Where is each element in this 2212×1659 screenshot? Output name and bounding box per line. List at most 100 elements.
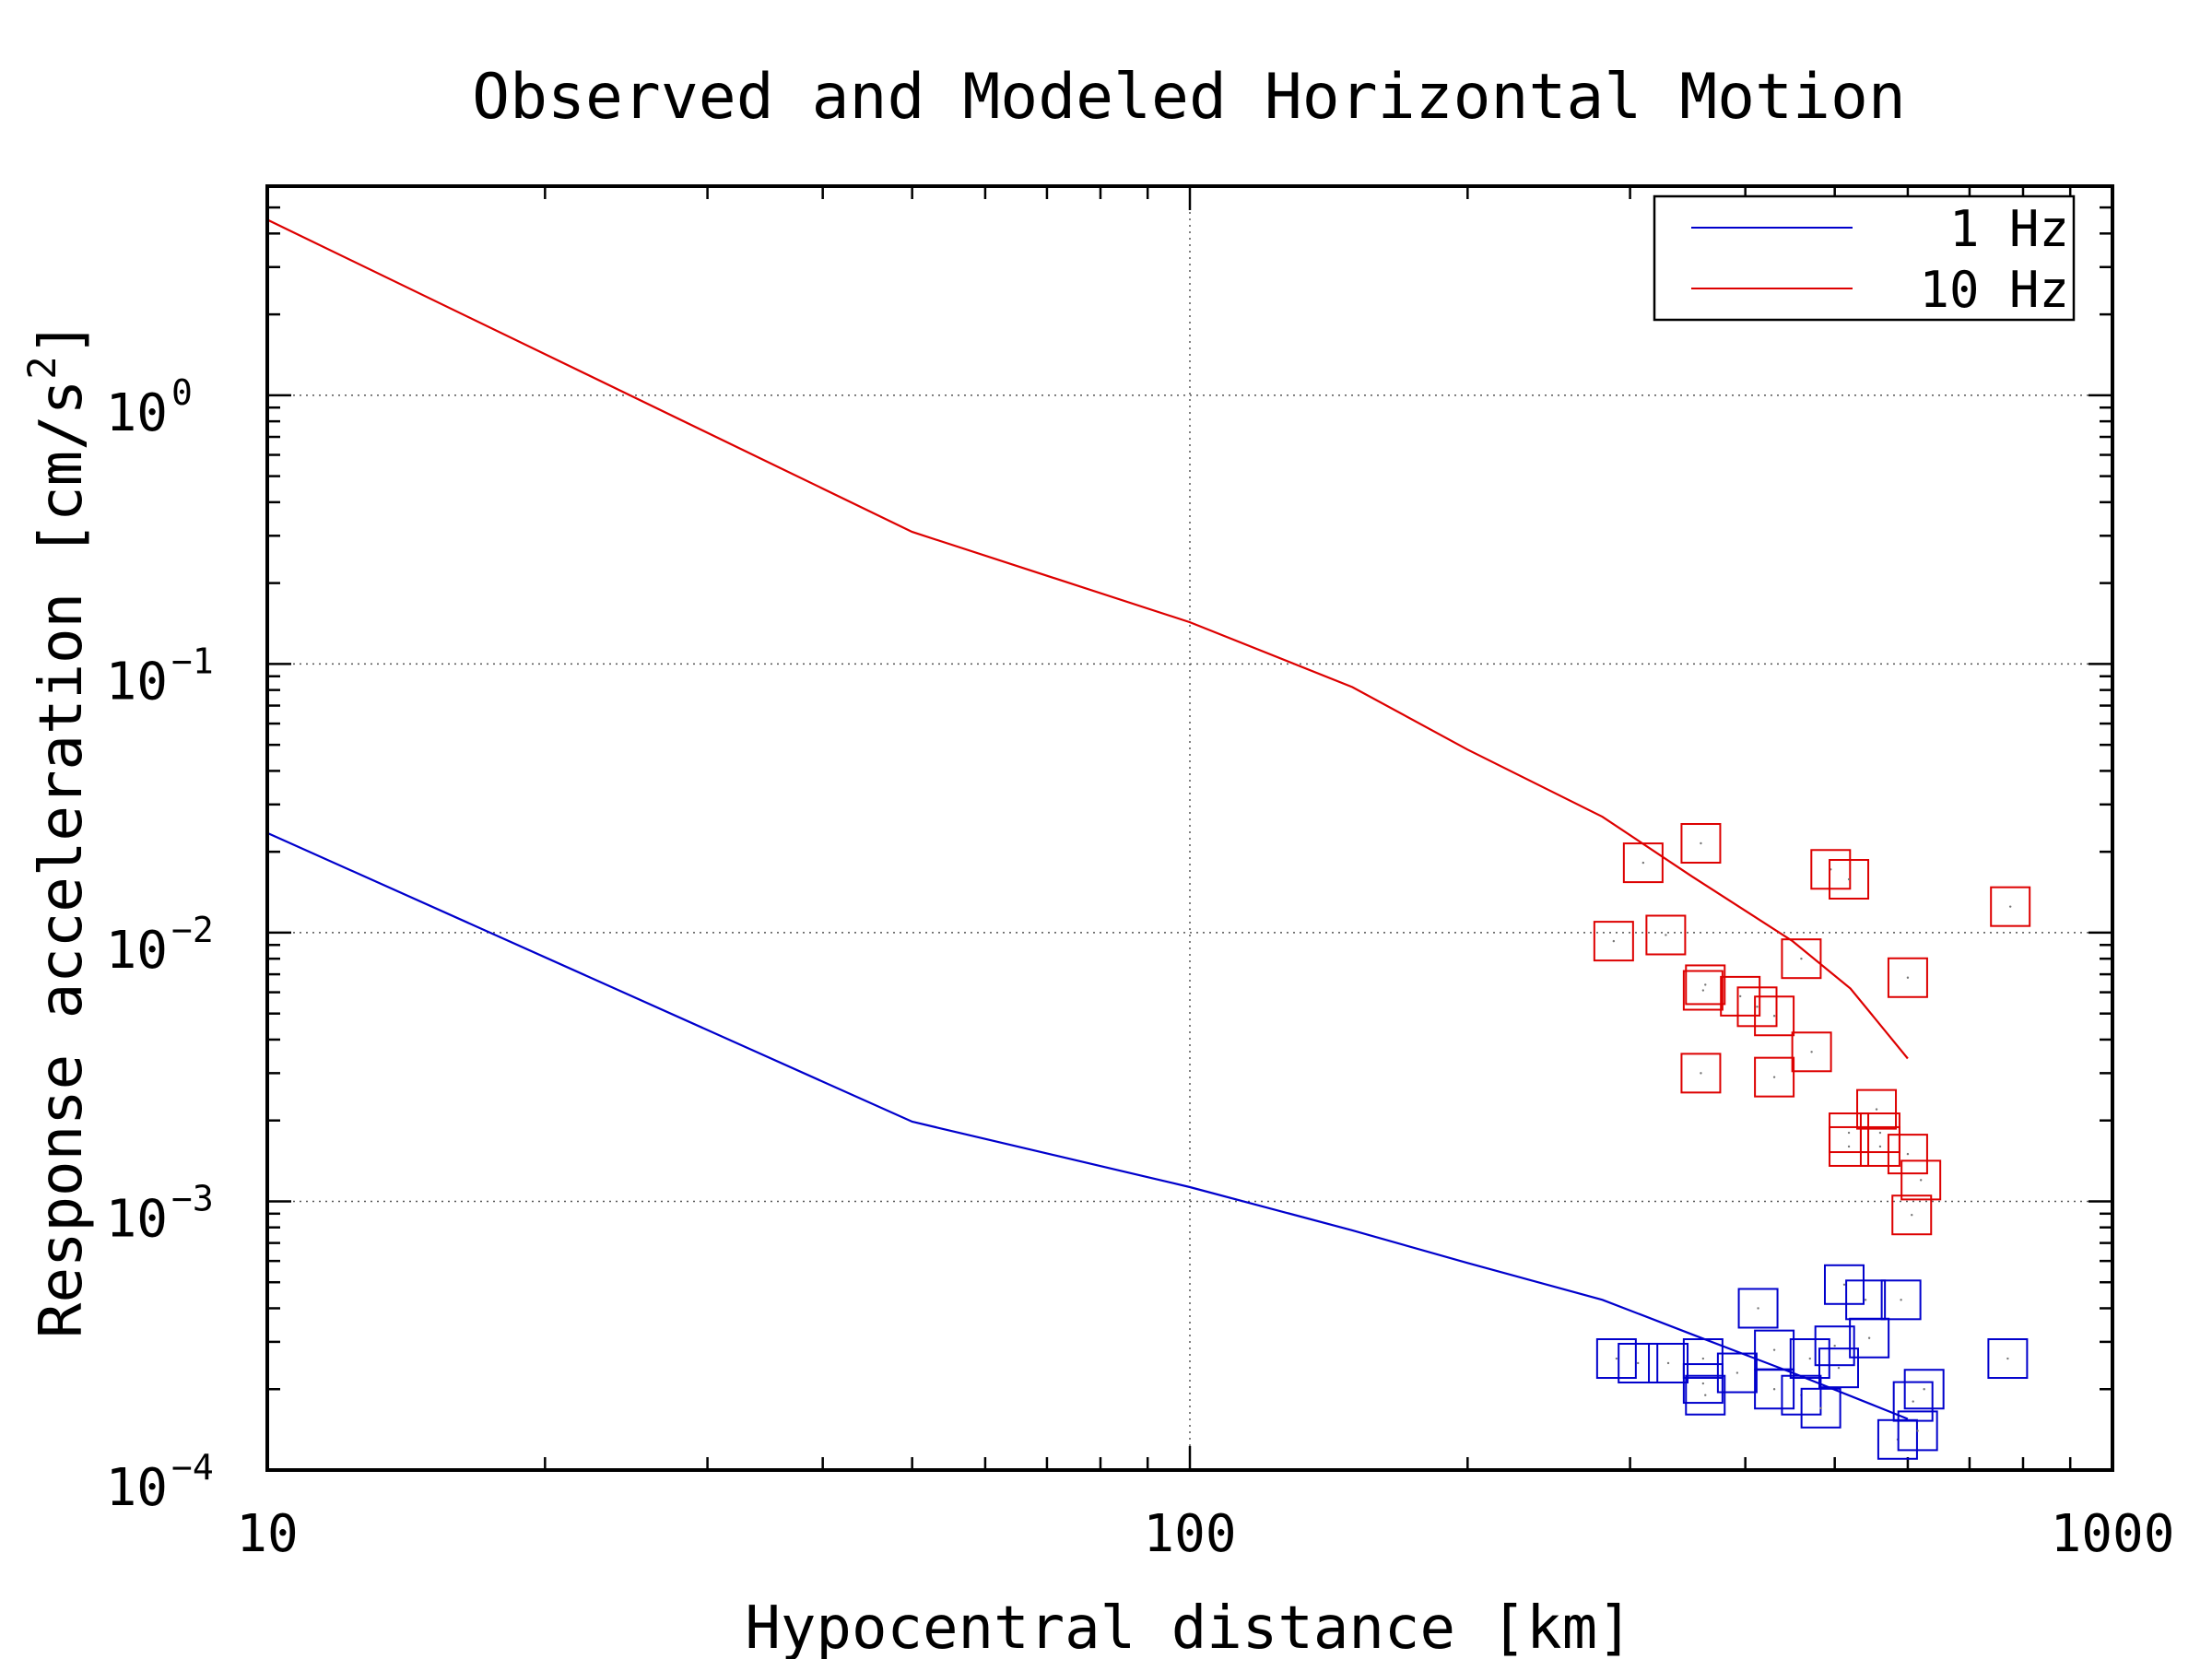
observed-point-10hz	[1756, 1006, 1759, 1008]
observed-marker-10hz	[1682, 970, 1724, 1011]
observed-point-10hz	[1704, 983, 1707, 986]
chart-title: Observed and Modeled Horizontal Motion	[472, 61, 1906, 134]
observed-marker-1hz	[1595, 1338, 1637, 1380]
y-tick-label-base: 10	[106, 1189, 168, 1249]
observed-point-1hz	[1701, 1382, 1705, 1385]
observed-marker-1hz	[1903, 1369, 1945, 1410]
observed-point-10hz	[1700, 1072, 1702, 1075]
observed-marker-10hz	[1680, 823, 1722, 865]
legend-box	[1653, 194, 2076, 322]
observed-marker-1hz	[1737, 1288, 1779, 1329]
observed-marker-10hz	[1736, 986, 1778, 1028]
data-markers	[1593, 823, 2031, 1460]
observed-point-1hz	[2006, 1357, 2009, 1360]
observed-marker-10hz	[1754, 1056, 1795, 1098]
y-tick-label-exponent: −2	[171, 910, 214, 950]
observed-marker-1hz	[1892, 1381, 1934, 1422]
observed-marker-10hz	[1781, 938, 1822, 980]
y-tick-label: 10 −3	[106, 1178, 214, 1249]
observed-marker-10hz	[1754, 995, 1795, 1037]
y-tick-label-exponent: 0	[171, 372, 193, 413]
legend-label-10hz: 10 Hz	[1919, 261, 2069, 319]
observed-marker-10hz	[1829, 859, 1870, 900]
plot-frame	[265, 184, 2114, 1472]
observed-point-1hz	[1916, 1430, 1919, 1432]
observed-point-10hz	[1919, 1179, 1923, 1182]
y-axis-label: Response acceleration [cm/s2]	[19, 321, 96, 1338]
observed-point-10hz	[2008, 905, 2012, 908]
observed-marker-1hz	[1682, 1363, 1724, 1405]
observed-point-1hz	[1704, 1394, 1707, 1396]
observed-marker-10hz	[1887, 1134, 1928, 1175]
y-tick-label-exponent: −4	[171, 1447, 214, 1488]
observed-marker-10hz	[1887, 957, 1928, 998]
observed-marker-1hz	[1685, 1374, 1726, 1416]
grid	[267, 186, 2112, 1470]
observed-point-1hz	[1864, 1299, 1867, 1301]
observed-point-1hz	[1819, 1406, 1822, 1410]
observed-marker-10hz	[1859, 1125, 1900, 1167]
x-tick-label: 1000	[2051, 1504, 2175, 1564]
y-axis-label-exponent: 2	[19, 356, 65, 379]
observed-marker-10hz	[1891, 1194, 1933, 1236]
model-line-1hz	[266, 831, 1909, 1420]
y-tick-label: 10 0	[106, 372, 193, 443]
observed-point-10hz	[1878, 1131, 1882, 1135]
observed-marker-1hz	[1987, 1338, 2029, 1380]
y-tick-label: 10 −1	[106, 641, 214, 712]
observed-point-1hz	[1900, 1299, 1902, 1301]
observed-point-1hz	[1837, 1366, 1841, 1370]
observed-point-10hz	[1772, 1015, 1776, 1018]
observed-point-1hz	[1808, 1357, 1811, 1360]
observed-point-10hz	[1665, 934, 1667, 936]
observed-marker-10hz	[1856, 1088, 1898, 1130]
observed-marker-1hz	[1823, 1264, 1865, 1305]
observed-marker-1hz	[1789, 1338, 1830, 1380]
observed-marker-1hz	[1880, 1279, 1922, 1321]
observed-point-10hz	[1906, 976, 1910, 979]
observed-point-1hz	[1842, 1283, 1846, 1286]
x-tick-label: 100	[1143, 1504, 1236, 1564]
observed-point-10hz	[1701, 989, 1705, 992]
observed-marker-1hz	[1682, 1338, 1724, 1380]
observed-marker-1hz	[1849, 1317, 1890, 1359]
observed-marker-10hz	[1680, 1053, 1722, 1094]
y-tick-label-exponent: −1	[171, 641, 214, 681]
observed-point-1hz	[1772, 1388, 1776, 1391]
observed-point-10hz	[1878, 1145, 1882, 1148]
observed-point-10hz	[1847, 877, 1851, 881]
observed-point-10hz	[1641, 861, 1645, 865]
y-axis-label-close: ]	[28, 321, 96, 357]
observed-point-1hz	[1923, 1388, 1925, 1391]
observed-marker-10hz	[1593, 921, 1634, 962]
observed-point-10hz	[1847, 1145, 1851, 1148]
y-tick-label-exponent: −3	[171, 1178, 214, 1218]
observed-marker-1hz	[1648, 1342, 1689, 1383]
observed-marker-10hz	[1645, 914, 1687, 956]
observed-marker-1hz	[1818, 1347, 1859, 1389]
observed-point-10hz	[1810, 1051, 1813, 1053]
observed-point-10hz	[1612, 939, 1616, 943]
observed-point-10hz	[1875, 1108, 1878, 1111]
y-tick-label-base: 10	[106, 921, 168, 981]
observed-point-1hz	[1772, 1348, 1776, 1351]
observed-point-1hz	[1757, 1307, 1759, 1310]
legend: 1 Hz 10 Hz	[1653, 194, 2076, 322]
observed-marker-1hz	[1754, 1369, 1795, 1410]
observed-marker-1hz	[1716, 1352, 1758, 1394]
observed-point-1hz	[1615, 1357, 1618, 1360]
y-tick-label-base: 10	[106, 383, 168, 443]
observed-point-10hz	[1800, 957, 1803, 960]
series-lines	[266, 218, 1909, 1420]
observed-marker-10hz	[1990, 886, 2031, 927]
y-tick-label: 10 −4	[106, 1447, 214, 1518]
observed-marker-1hz	[1814, 1325, 1855, 1367]
x-tick-label: 10	[236, 1504, 298, 1564]
y-tick-label: 10 −2	[106, 910, 214, 981]
observed-point-1hz	[1735, 1371, 1739, 1374]
observed-marker-10hz	[1900, 1159, 1942, 1201]
observed-marker-10hz	[1685, 964, 1726, 1006]
observed-point-1hz	[1637, 1361, 1640, 1365]
